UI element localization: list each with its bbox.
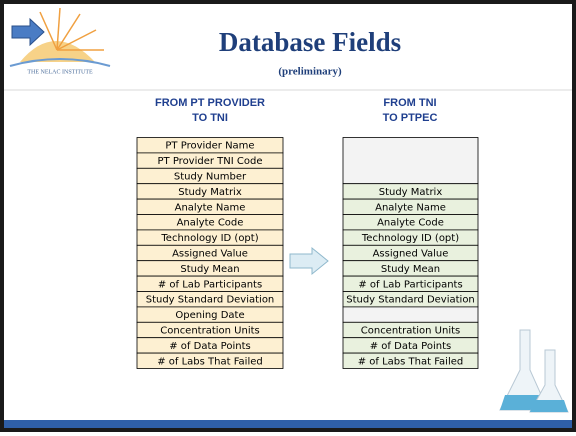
field-label: # of Data Points	[370, 341, 451, 352]
field-label: Technology ID (opt)	[361, 233, 459, 244]
field-label: Assigned Value	[172, 249, 248, 260]
field-label: Study Mean	[180, 264, 239, 275]
field-label: Study Standard Deviation	[346, 295, 475, 306]
field-label: Concentration Units	[361, 326, 461, 337]
field-label: Analyte Code	[377, 218, 444, 229]
field-label: PT Provider TNI Code	[158, 156, 263, 167]
logo: THE NELAC INSTITUTE	[9, 7, 111, 75]
field-label: Analyte Code	[177, 218, 244, 229]
field-label: Study Mean	[381, 264, 440, 275]
field-label: # of Labs That Failed	[157, 356, 263, 367]
blank-cell	[342, 306, 479, 323]
field-cell	[342, 352, 479, 369]
column-heading: TO PTPEC	[383, 112, 438, 124]
field-label: # of Lab Participants	[358, 279, 462, 290]
field-cell	[136, 352, 284, 369]
field-label: # of Labs That Failed	[358, 356, 464, 367]
field-label: Analyte Name	[375, 202, 446, 213]
arrow	[289, 246, 329, 276]
column-heading: FROM TNI	[383, 97, 436, 109]
footer-bar	[4, 420, 572, 428]
field-label: Concentration Units	[160, 326, 260, 337]
field-label: Assigned Value	[373, 249, 449, 260]
field-label: Study Standard Deviation	[146, 295, 275, 306]
field-label: Study Matrix	[379, 187, 443, 198]
column-heading: TO TNI	[192, 112, 228, 124]
field-label: Technology ID (opt)	[160, 233, 258, 244]
tables: FROM PT PROVIDER TO TNI FROM TNI TO PTPEC PT…	[136, 97, 479, 369]
flasks	[499, 329, 569, 413]
field-label: Study Number	[174, 172, 247, 183]
title: Database Fields	[219, 27, 401, 57]
logo-text: THE NELAC INSTITUTE	[27, 69, 93, 75]
field-label: # of Lab Participants	[158, 279, 262, 290]
field-label: Study Matrix	[178, 187, 242, 198]
field-label: Opening Date	[175, 310, 244, 321]
field-label: # of Data Points	[169, 341, 250, 352]
subtitle: (preliminary)	[278, 66, 342, 78]
field-label: Analyte Name	[175, 202, 246, 213]
column-heading: FROM PT PROVIDER	[155, 97, 265, 109]
blank-cell	[342, 137, 479, 185]
field-label: PT Provider Name	[165, 141, 254, 152]
